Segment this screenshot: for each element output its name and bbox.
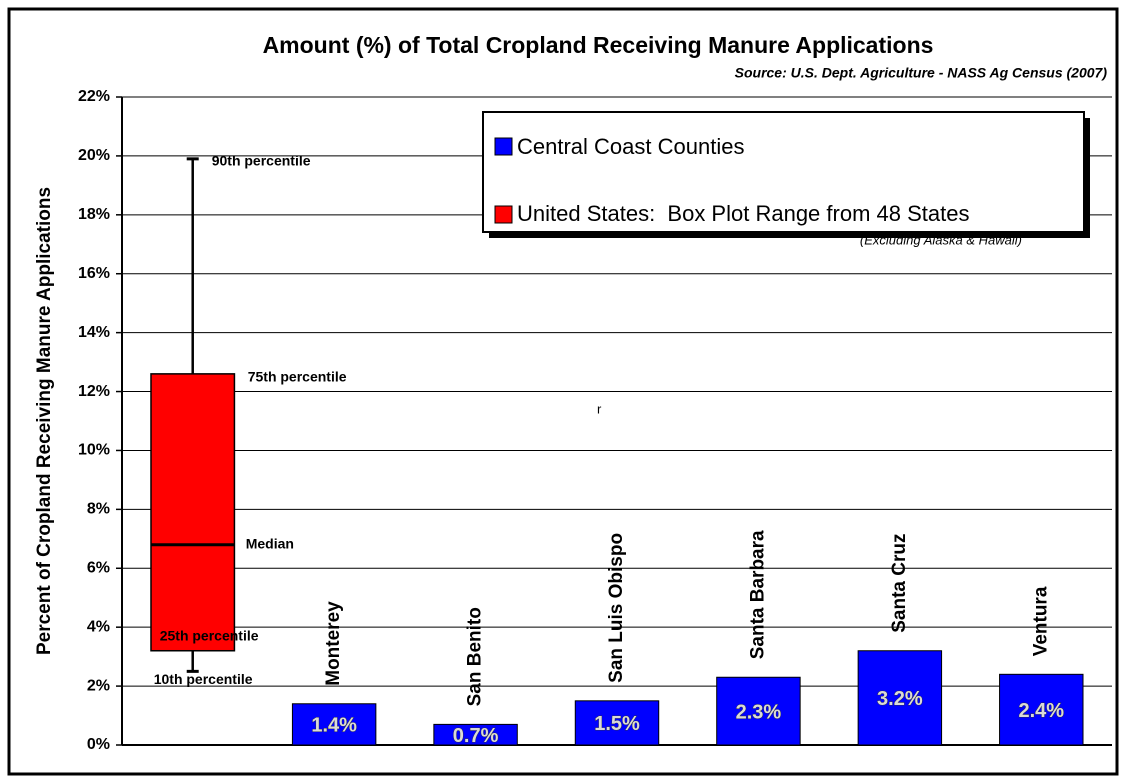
y-tick-label: 12% (78, 383, 110, 400)
y-tick-label: 22% (78, 88, 110, 105)
y-tick-label: 2% (87, 677, 110, 694)
y-tick-label: 18% (78, 206, 110, 223)
x-category-label: Monterey (323, 601, 344, 686)
y-tick-label: 14% (78, 324, 110, 341)
value-label: 2.3% (736, 701, 782, 723)
bar (291, 703, 377, 746)
box (150, 373, 236, 652)
y-tick-label: 8% (87, 501, 110, 518)
value-label: 1.4% (311, 715, 357, 737)
legend-box (482, 111, 1085, 233)
value-label: 3.2% (877, 688, 923, 710)
y-tick-label: 20% (78, 147, 110, 164)
percentile-label: 25th percentile (160, 627, 259, 643)
percentile-label: 10th percentile (154, 671, 253, 687)
y-tick-label: 16% (78, 265, 110, 282)
x-category-label: San Luis Obispo (606, 533, 627, 683)
legend-label: Central Coast Counties (517, 134, 744, 159)
value-label: 0.7% (453, 725, 499, 747)
chart-title: Amount (%) of Total Cropland Receiving M… (263, 32, 934, 58)
percentile-label: Median (246, 535, 294, 551)
percentile-label: 90th percentile (212, 153, 311, 169)
chart-subtitle: Source: U.S. Dept. Agriculture - NASS Ag… (735, 65, 1108, 81)
bar (716, 676, 801, 746)
legend-note: (Excluding Alaska & Hawaii) (860, 232, 1022, 247)
bar (574, 700, 660, 746)
y-tick-label: 0% (87, 736, 110, 753)
annotation: r (597, 401, 602, 416)
bar (857, 650, 943, 746)
y-tick-label: 4% (87, 618, 110, 635)
bar (999, 673, 1084, 746)
percentile-label: 75th percentile (248, 369, 347, 385)
legend: Central Coast Counties United States: Box… (482, 111, 1090, 247)
x-category-label: Santa Cruz (889, 533, 910, 632)
x-category-label: Ventura (1030, 586, 1051, 656)
legend-swatch (494, 205, 513, 224)
bar (433, 723, 518, 746)
x-category-label: Santa Barbara (747, 530, 768, 659)
x-category-label: San Benito (465, 607, 486, 706)
value-label: 2.4% (1018, 700, 1064, 722)
value-label: 1.5% (594, 713, 640, 735)
y-axis-label: Percent of Cropland Receiving Manure App… (34, 187, 55, 655)
y-tick-label: 10% (78, 442, 110, 459)
legend-label: United States: Box Plot Range from 48 St… (517, 201, 969, 226)
legend-swatch (494, 137, 513, 156)
y-tick-label: 6% (87, 559, 110, 576)
